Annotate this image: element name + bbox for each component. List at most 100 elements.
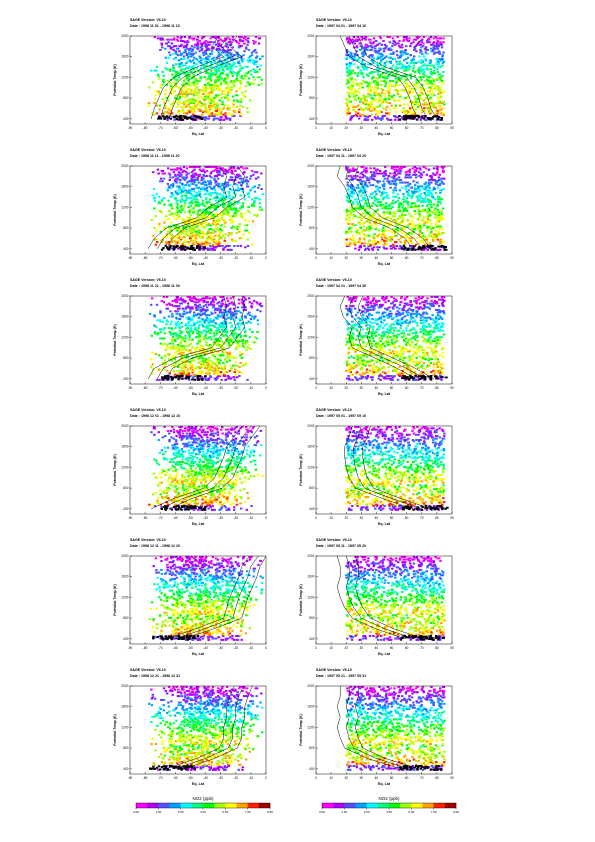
- scatter-point: [365, 114, 368, 117]
- scatter-point: [196, 241, 200, 244]
- scatter-point: [439, 108, 442, 111]
- scatter-point: [398, 80, 401, 83]
- scatter-point: [256, 76, 259, 79]
- scatter-point: [222, 248, 225, 251]
- scatter-points: [345, 36, 446, 121]
- scatter-point: [350, 91, 354, 94]
- scatter-point: [352, 234, 355, 237]
- scatter-point: [161, 38, 165, 41]
- scatter-point: [436, 208, 440, 211]
- scatter-point: [404, 67, 407, 70]
- scatter-point: [216, 80, 219, 83]
- scatter-point: [215, 191, 218, 194]
- scatter-point: [178, 172, 181, 175]
- scatter-point: [423, 237, 426, 240]
- scatter-point: [235, 58, 238, 61]
- scatter-point: [201, 203, 205, 206]
- scatter-point: [190, 108, 194, 111]
- scatter-point: [382, 224, 386, 227]
- scatter-point: [422, 73, 425, 76]
- scatter-point: [382, 39, 385, 42]
- scatter-point: [185, 195, 188, 198]
- scatter-point: [399, 94, 402, 97]
- scatter-point: [200, 242, 204, 245]
- scatter-point: [162, 74, 166, 77]
- scatter-point: [364, 107, 368, 110]
- scatter-point: [442, 60, 446, 63]
- scatter-point: [198, 229, 201, 232]
- scatter-point: [389, 67, 392, 70]
- scatter-point: [202, 189, 206, 192]
- scatter-point: [384, 64, 388, 67]
- scatter-point: [369, 89, 373, 92]
- scatter-point: [242, 233, 246, 236]
- scatter-point: [176, 54, 180, 57]
- scatter-point: [197, 103, 200, 106]
- scatter-point: [347, 41, 350, 44]
- scatter-point: [408, 65, 412, 68]
- scatter-point: [383, 172, 386, 175]
- scatter-point: [350, 211, 353, 214]
- scatter-point: [410, 203, 413, 206]
- scatter-point: [217, 182, 221, 185]
- scatter-point: [432, 64, 435, 67]
- scatter-point: [370, 197, 374, 200]
- scatter-point: [369, 102, 372, 105]
- scatter-point: [201, 92, 205, 95]
- scatter-point: [212, 241, 216, 244]
- scatter-point: [202, 168, 205, 171]
- scatter-point: [208, 65, 212, 68]
- scatter-point: [359, 244, 362, 247]
- scatter-point: [427, 168, 430, 171]
- scatter-point: [177, 109, 180, 112]
- scatter-point: [178, 191, 181, 194]
- scatter-point: [215, 63, 218, 66]
- scatter-point: [184, 64, 187, 67]
- scatter-point: [230, 176, 233, 179]
- scatter-point: [240, 237, 244, 240]
- plot-frame: [129, 35, 267, 125]
- scatter-point: [165, 42, 168, 45]
- scatter-point: [426, 112, 430, 115]
- scatter-point: [235, 211, 238, 214]
- scatter-point: [435, 235, 439, 238]
- scatter-point: [381, 67, 384, 70]
- scatter-point: [363, 210, 367, 213]
- scatter-point: [249, 177, 252, 180]
- scatter-point: [226, 195, 230, 198]
- scatter-point: [402, 39, 405, 42]
- scatter-point: [186, 241, 189, 244]
- scatter-point: [350, 116, 354, 119]
- scatter-point: [187, 78, 190, 81]
- scatter-point: [170, 233, 173, 236]
- scatter-point: [414, 248, 417, 251]
- scatter-point: [363, 221, 366, 224]
- scatter-point: [183, 96, 187, 99]
- scatter-point: [218, 107, 221, 110]
- scatter-point: [230, 226, 233, 229]
- scatter-point: [366, 212, 369, 215]
- scatter-point: [427, 117, 430, 120]
- scatter-point: [402, 59, 406, 62]
- scatter-point: [241, 77, 244, 80]
- scatter-point: [211, 85, 215, 88]
- eqlat-contour-line: [166, 165, 246, 249]
- scatter-point: [390, 48, 393, 51]
- scatter-point: [352, 193, 355, 196]
- scatter-point: [396, 116, 400, 119]
- scatter-point: [196, 230, 199, 233]
- scatter-point: [187, 92, 190, 95]
- scatter-point: [209, 96, 212, 99]
- x-tick-label: -20: [233, 256, 238, 260]
- scatter-point: [437, 211, 441, 214]
- scatter-point: [382, 246, 385, 249]
- scatter-point: [437, 104, 440, 107]
- scatter-point: [429, 86, 432, 89]
- scatter-point: [196, 228, 200, 231]
- scatter-point: [194, 195, 198, 198]
- scatter-point: [353, 242, 356, 245]
- scatter-point: [420, 197, 423, 200]
- scatter-point: [372, 56, 375, 59]
- scatter-point: [407, 95, 410, 98]
- scatter-point: [432, 104, 435, 107]
